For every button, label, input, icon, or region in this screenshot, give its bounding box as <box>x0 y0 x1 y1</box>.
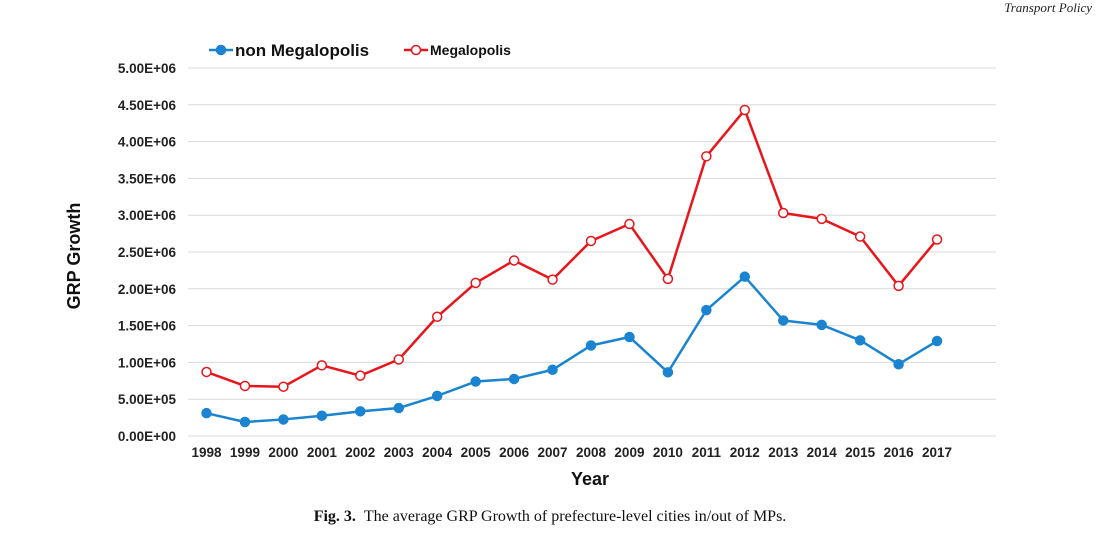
x-tick-label: 2002 <box>345 445 375 460</box>
data-point <box>355 406 366 417</box>
data-point <box>931 335 943 347</box>
x-tick-label: 2006 <box>499 445 530 460</box>
data-point <box>778 315 789 326</box>
x-tick-label: 2001 <box>307 445 338 460</box>
data-point <box>278 381 289 392</box>
series-line <box>206 108 939 388</box>
x-tick-label: 2017 <box>922 445 952 460</box>
data-point <box>393 402 404 414</box>
x-axis-ticks: 1998 1999 2000 2001 2002 2003 2004 2005 2006 2007… <box>191 445 952 460</box>
x-tick-label: 1999 <box>230 445 260 460</box>
data-point <box>355 370 366 381</box>
data-point <box>585 235 597 247</box>
x-tick-label: 2008 <box>576 445 607 460</box>
x-tick-label: 2004 <box>422 445 453 460</box>
x-tick-label: 2003 <box>384 445 415 460</box>
y-tick-label: 1.50E+06 <box>118 319 177 334</box>
data-point <box>547 274 558 285</box>
y-tick-label: 3.00E+06 <box>118 208 177 223</box>
data-point <box>931 234 943 245</box>
x-tick-label: 2015 <box>845 445 876 460</box>
data-point <box>701 151 712 162</box>
x-tick-label: 2013 <box>768 445 799 460</box>
caption-text: The average GRP Growth of prefecture-lev… <box>363 508 787 525</box>
data-point <box>278 414 289 425</box>
y-tick-label: 2.00E+06 <box>118 282 177 297</box>
legend-label-non-megalopolis: non Megalopolis <box>235 41 369 60</box>
series-non-megalopolis <box>201 271 943 428</box>
grid-lines <box>188 67 996 437</box>
x-tick-label: 2000 <box>268 445 298 460</box>
legend-label-megalopolis: Megalopolis <box>430 42 511 58</box>
series-megalopolis <box>201 104 943 392</box>
caption-label: Fig. 3. <box>313 508 356 525</box>
data-point <box>816 213 827 225</box>
data-point <box>316 410 328 422</box>
data-point <box>778 207 789 219</box>
data-point <box>201 366 212 378</box>
data-point <box>508 373 520 385</box>
data-point <box>508 255 520 266</box>
x-axis-title: Year <box>571 469 609 489</box>
data-point <box>316 360 328 371</box>
data-point <box>624 331 635 343</box>
data-point <box>201 407 212 419</box>
legend-marker-non-megalopolis <box>215 44 227 56</box>
data-point <box>624 218 635 230</box>
data-point <box>431 311 443 323</box>
legend-marker-megalopolis <box>410 44 422 56</box>
y-tick-label: 4.00E+06 <box>118 135 177 150</box>
y-tick-label: 0.00E+00 <box>118 429 176 444</box>
data-point <box>739 271 751 282</box>
x-tick-label: 2007 <box>538 445 568 460</box>
y-tick-label: 1.00E+06 <box>118 355 177 370</box>
data-point <box>239 380 251 392</box>
data-point <box>893 358 904 370</box>
legend: non Megalopolis Megalopolis <box>209 41 511 60</box>
data-point <box>547 364 558 376</box>
x-tick-label: 2010 <box>653 445 683 460</box>
journal-header: Transport Policy <box>1004 0 1092 15</box>
series-line <box>206 275 938 424</box>
data-point <box>662 367 674 378</box>
data-point <box>470 376 481 387</box>
line-chart: 0.00E+00 5.00E+05 1.00E+06 1.50E+06 2.00E+06… <box>64 41 996 489</box>
data-point <box>431 390 443 402</box>
data-point <box>701 304 712 316</box>
data-point <box>662 273 674 285</box>
data-point <box>393 354 404 365</box>
y-tick-label: 3.50E+06 <box>118 171 177 186</box>
series-layer <box>201 104 943 428</box>
data-point <box>893 280 904 292</box>
data-point <box>816 319 827 331</box>
x-tick-label: 2012 <box>730 445 760 460</box>
x-tick-label: 2016 <box>884 445 915 460</box>
y-tick-label: 5.00E+06 <box>118 61 177 76</box>
y-tick-label: 5.00E+05 <box>118 392 177 407</box>
x-tick-label: 2009 <box>614 445 644 460</box>
figure-caption: Fig. 3. The average GRP Growth of prefec… <box>0 508 1100 526</box>
x-tick-label: 2005 <box>461 445 492 460</box>
data-point <box>239 416 251 428</box>
y-axis-ticks: 0.00E+00 5.00E+05 1.00E+06 1.50E+06 2.00E+06… <box>118 61 177 444</box>
data-point <box>854 335 866 346</box>
data-point <box>470 277 481 289</box>
x-tick-label: 2014 <box>807 445 838 460</box>
data-point <box>585 340 597 351</box>
x-tick-label: 1998 <box>191 445 222 460</box>
data-point <box>854 231 866 242</box>
y-tick-label: 4.50E+06 <box>118 98 177 113</box>
x-tick-label: 2011 <box>692 445 722 460</box>
data-point <box>739 104 751 116</box>
y-axis-title: GRP Growth <box>64 203 84 310</box>
y-tick-label: 2.50E+06 <box>118 245 177 260</box>
